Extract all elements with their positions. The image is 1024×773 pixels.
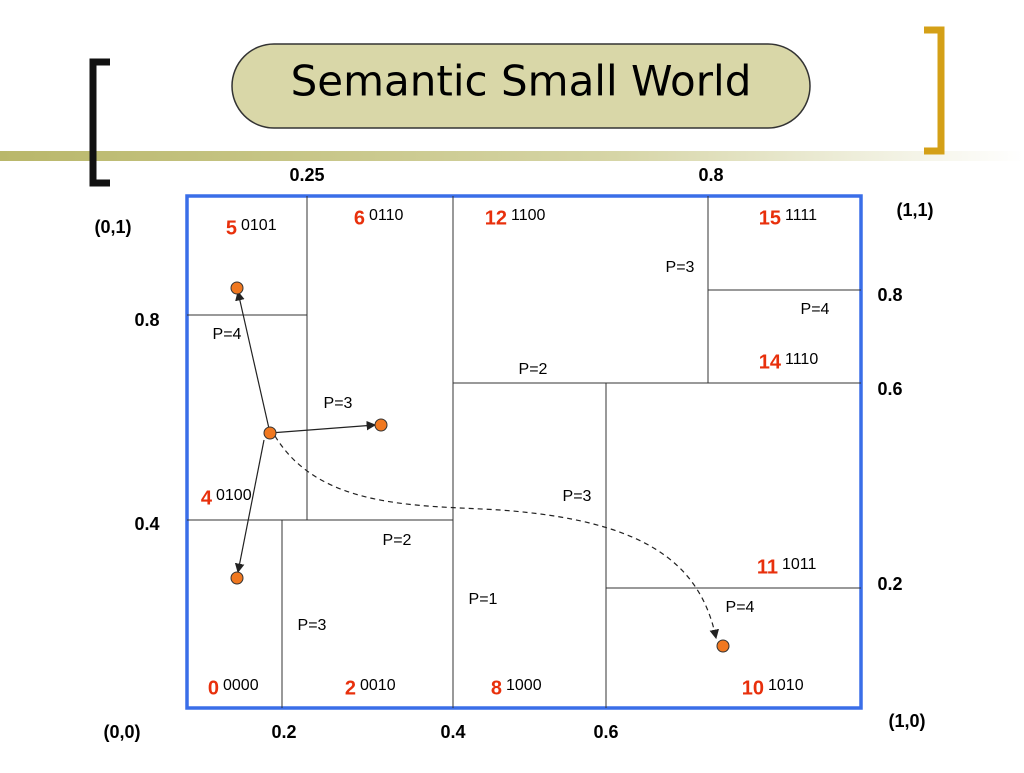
- cell-id: 6: [354, 207, 365, 229]
- axis-label: 0.8: [698, 165, 723, 185]
- partition-label: P=4: [801, 301, 830, 318]
- partition-label: P=3: [563, 488, 592, 505]
- long-link: [274, 435, 720, 640]
- axis-label: 0.2: [271, 722, 296, 742]
- partition-label: P=1: [469, 591, 498, 608]
- cell-code: 0010: [360, 677, 396, 694]
- cell-id: 14: [759, 351, 782, 373]
- cell-id: 12: [485, 207, 507, 229]
- link: [234, 439, 265, 574]
- axis-label: (1,0): [888, 711, 925, 731]
- axis-label: 0.25: [289, 165, 324, 185]
- node: [716, 639, 730, 653]
- axis-label: 0.4: [134, 514, 159, 534]
- axis-label: 0.6: [593, 722, 618, 742]
- cell-code: 1111: [785, 207, 817, 224]
- partition-label: P=2: [519, 361, 548, 378]
- right-bracket: [924, 26, 945, 155]
- axis-label: (1,1): [896, 200, 933, 220]
- axis-label: 0.6: [877, 379, 902, 399]
- axis-label: (0,1): [94, 217, 131, 237]
- partition-label: P=3: [298, 617, 327, 634]
- cell-code: 1110: [785, 351, 818, 368]
- left-bracket: [89, 58, 110, 187]
- cell-id: 2: [345, 677, 356, 699]
- cell-code: 1011: [782, 556, 817, 573]
- axis-label: 0.4: [440, 722, 465, 742]
- axis-label: 0.8: [134, 310, 159, 330]
- link: [269, 420, 377, 434]
- cell-code: 0100: [216, 487, 252, 504]
- axis-label: 0.2: [877, 574, 902, 594]
- cell-id: 0: [208, 677, 219, 699]
- space-box: [185, 194, 863, 710]
- cell-code: 0000: [223, 677, 259, 694]
- node: [230, 281, 244, 295]
- cell-code: 1010: [768, 677, 804, 694]
- nodes: [230, 281, 730, 653]
- decor-band: [0, 151, 1024, 161]
- partition-label: P=4: [726, 599, 755, 616]
- cell-id: 4: [201, 487, 213, 509]
- node: [263, 426, 277, 440]
- links: [234, 290, 720, 640]
- cell-code: 1100: [511, 207, 546, 224]
- cell-code: 0110: [369, 207, 404, 224]
- partition-label: P=3: [324, 395, 353, 412]
- partition-label: P=4: [213, 326, 242, 343]
- title-pill: [231, 43, 811, 129]
- node: [230, 571, 244, 585]
- link: [235, 290, 271, 434]
- cell-id: 5: [226, 217, 237, 239]
- cell-id: 8: [491, 677, 502, 699]
- cell-id: 15: [759, 207, 781, 229]
- cell-code: 0101: [241, 217, 277, 234]
- partitions: [187, 196, 861, 708]
- axis-label: 0.8: [877, 285, 902, 305]
- partition-label: P=3: [666, 259, 695, 276]
- partition-label: P=2: [383, 532, 412, 549]
- axis-label: (0,0): [103, 722, 140, 742]
- title: Semantic Small World: [291, 57, 752, 106]
- cell-id: 11: [757, 556, 778, 578]
- cell-id: 10: [742, 677, 764, 699]
- node: [374, 418, 388, 432]
- cell-code: 1000: [506, 677, 542, 694]
